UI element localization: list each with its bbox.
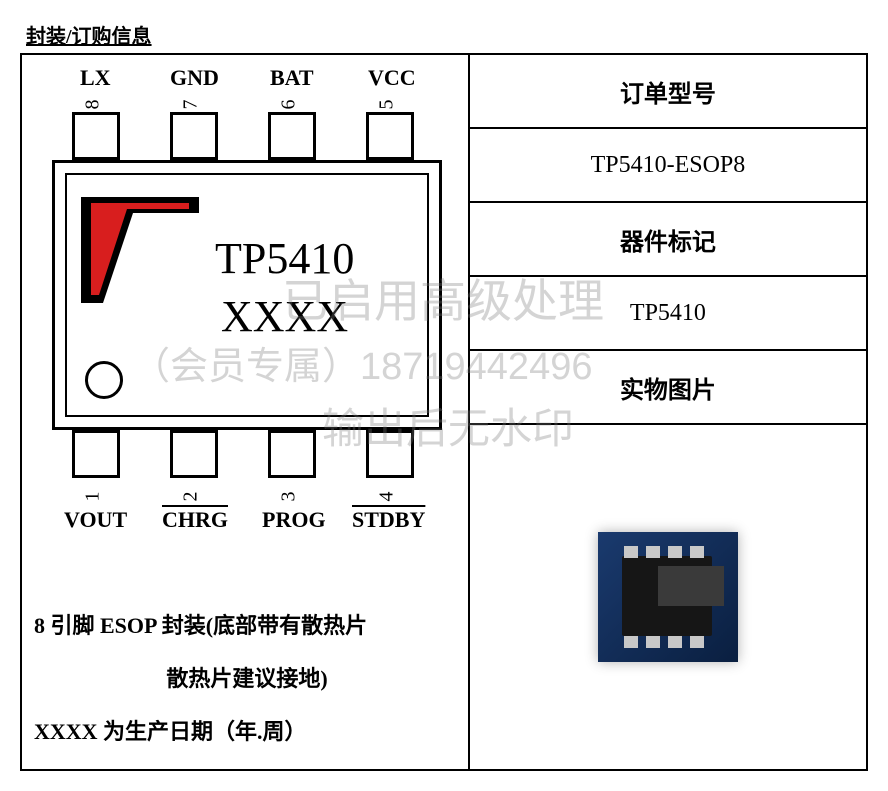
- chip-photo-lead: [690, 636, 704, 648]
- photo-cell: [470, 425, 866, 769]
- pin-1-num: 1: [82, 492, 105, 502]
- pin-7-box: [170, 112, 218, 160]
- chip-body: TP5410 XXXX: [52, 160, 442, 430]
- package-description: 8 引脚 ESOP 封装(底部带有散热片 散热片建议接地) XXXX 为生产日期…: [34, 600, 460, 758]
- pin-5-box: [366, 112, 414, 160]
- desc-line-2: 散热片建议接地): [34, 653, 460, 706]
- chip-photo-lead: [646, 636, 660, 648]
- pin-4-label: STDBY: [352, 507, 425, 533]
- chip-photo-lead: [624, 636, 638, 648]
- pin-2-num: 2: [180, 492, 203, 502]
- pin-3-box: [268, 430, 316, 478]
- pin-6-label: BAT: [270, 65, 314, 91]
- row-marking-label: 器件标记: [470, 203, 866, 277]
- tp-logo-icon: [81, 191, 201, 311]
- chip-photo-icon: [598, 532, 738, 662]
- pin-6-box: [268, 112, 316, 160]
- pin-5-label: VCC: [368, 65, 416, 91]
- pin-5-num: 5: [376, 100, 399, 110]
- row-order-number-value: TP5410-ESOP8: [470, 129, 866, 203]
- section-title: 封装/订购信息: [20, 20, 868, 49]
- desc-line-3: XXXX 为生产日期（年.周）: [34, 706, 460, 759]
- chip-photo-lead: [668, 546, 682, 558]
- chip-photo-body: [622, 556, 712, 636]
- pin-8-num: 8: [82, 100, 105, 110]
- desc-line-1: 8 引脚 ESOP 封装(底部带有散热片: [34, 600, 460, 653]
- chip-date-code: XXXX: [221, 291, 348, 342]
- package-info-frame: 8 7 6 5 LX GND BAT VCC TP5410 XXXX: [20, 53, 868, 771]
- row-photo-label: 实物图片: [470, 351, 866, 425]
- pin-6-num: 6: [278, 100, 301, 110]
- chip-photo-lead: [646, 546, 660, 558]
- chip-photo-lead: [690, 546, 704, 558]
- chip-part-text: TP5410: [215, 233, 354, 284]
- pin-3-label: PROG: [262, 507, 326, 533]
- row-marking-value: TP5410: [470, 277, 866, 351]
- pin-7-num: 7: [180, 100, 203, 110]
- pin-2-box: [170, 430, 218, 478]
- pin-2-label: CHRG: [162, 507, 228, 533]
- chip-photo-pad: [658, 566, 724, 606]
- pin-4-num: 4: [376, 492, 399, 502]
- pin-8-label: LX: [80, 65, 111, 91]
- chip-photo-lead: [624, 546, 638, 558]
- pin-1-label: VOUT: [64, 507, 127, 533]
- chip-photo-lead: [668, 636, 682, 648]
- pin-8-box: [72, 112, 120, 160]
- pin1-indicator-dot: [85, 361, 123, 399]
- order-info-panel: 订单型号 TP5410-ESOP8 器件标记 TP5410 实物图片: [468, 55, 866, 769]
- package-diagram-panel: 8 7 6 5 LX GND BAT VCC TP5410 XXXX: [22, 55, 468, 769]
- pin-1-box: [72, 430, 120, 478]
- pin-4-box: [366, 430, 414, 478]
- pin-3-num: 3: [278, 492, 301, 502]
- chip-diagram: 8 7 6 5 LX GND BAT VCC TP5410 XXXX: [52, 75, 442, 575]
- pin-7-label: GND: [170, 65, 219, 91]
- row-order-number-label: 订单型号: [470, 55, 866, 129]
